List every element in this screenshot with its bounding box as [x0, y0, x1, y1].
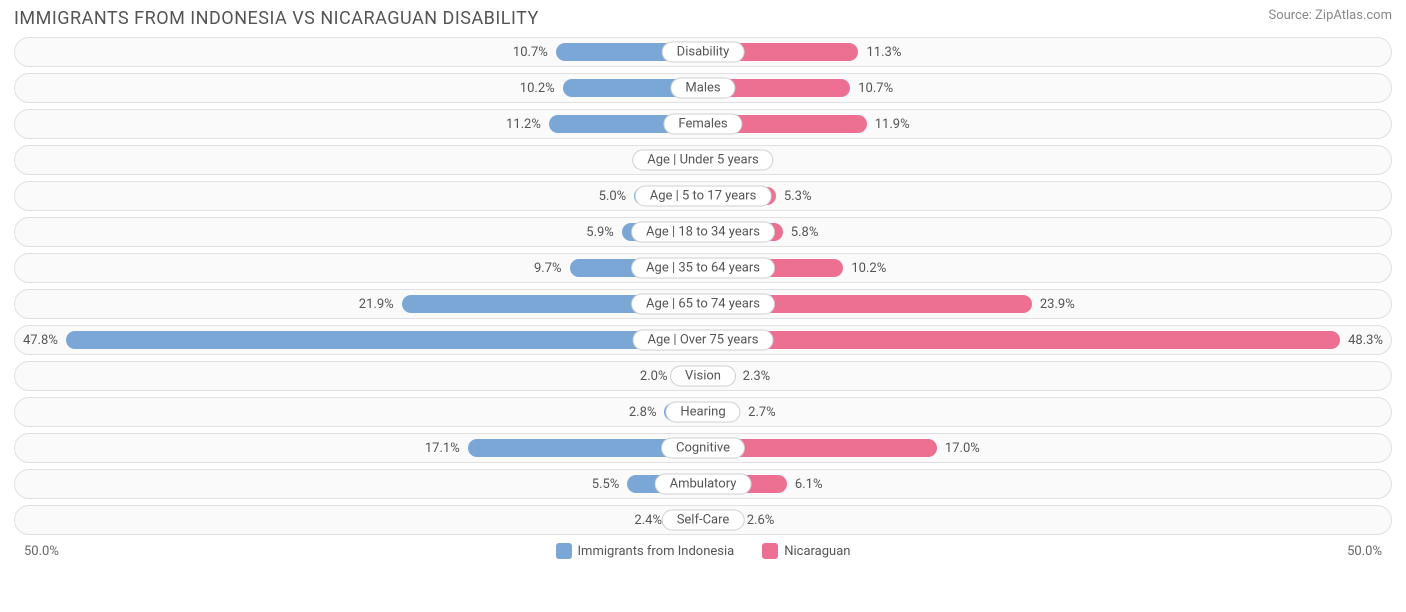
chart-row: 2.8% 2.7%Hearing [14, 397, 1392, 427]
bar-value-right: 10.7% [850, 81, 901, 96]
legend-item-right: Nicaraguan [762, 543, 850, 559]
category-pill: Disability [662, 42, 745, 63]
chart-row: 5.9% 5.8% Age | 18 to 34 years [14, 217, 1392, 247]
category-pill: Age | 65 to 74 years [631, 294, 775, 315]
legend-swatch-left [556, 543, 572, 559]
chart-row: 47.8% 48.3% Age | Over 75 years [14, 325, 1392, 355]
category-pill: Age | 35 to 64 years [631, 258, 775, 279]
bar-value-right: 11.3% [858, 45, 909, 60]
chart-row: 9.7% 10.2% Age | 35 to 64 years [14, 253, 1392, 283]
bar-value-right: 48.3% [1340, 333, 1391, 348]
bar-value-right: 2.7% [740, 405, 784, 420]
chart-title: IMMIGRANTS FROM INDONESIA VS NICARAGUAN … [14, 8, 539, 29]
category-pill: Ambulatory [655, 474, 752, 495]
bar-value-left: 21.9% [351, 297, 402, 312]
category-pill: Age | 5 to 17 years [635, 186, 772, 207]
bar-value-left: 2.0% [632, 369, 676, 384]
legend-label-right: Nicaraguan [784, 544, 850, 559]
axis-max-left: 50.0% [24, 544, 59, 559]
bar-value-right: 5.3% [776, 189, 820, 204]
category-pill: Males [670, 78, 735, 99]
chart-row: 10.2% 10.7% Males [14, 73, 1392, 103]
legend: Immigrants from Indonesia Nicaraguan [556, 543, 851, 559]
axis-max-right: 50.0% [1347, 544, 1382, 559]
chart-row: 10.7% 11.3% Disability [14, 37, 1392, 67]
legend-label-left: Immigrants from Indonesia [578, 544, 735, 559]
bar-value-right: 11.9% [867, 117, 918, 132]
category-pill: Vision [670, 366, 736, 387]
category-pill: Self-Care [662, 510, 745, 531]
bar-value-right: 2.3% [735, 369, 779, 384]
bar-value-left: 5.0% [591, 189, 635, 204]
chart-row: 5.5% 6.1% Ambulatory [14, 469, 1392, 499]
bar-value-right: 17.0% [937, 441, 988, 456]
chart-row: 21.9% 23.9% Age | 65 to 74 years [14, 289, 1392, 319]
source-attribution: Source: ZipAtlas.com [1268, 8, 1392, 23]
bar-right [703, 331, 1340, 349]
bar-left [66, 331, 703, 349]
chart-row: 17.1% 17.0% Cognitive [14, 433, 1392, 463]
bar-value-left: 47.8% [15, 333, 66, 348]
chart-row: 2.0% 2.3%Vision [14, 361, 1392, 391]
bar-value-right: 6.1% [787, 477, 831, 492]
bar-value-left: 9.7% [526, 261, 570, 276]
category-pill: Hearing [665, 402, 740, 423]
category-pill: Cognitive [661, 438, 745, 459]
legend-swatch-right [762, 543, 778, 559]
category-pill: Age | Over 75 years [633, 330, 774, 351]
chart-row: 2.4%2.6%Self-Care [14, 505, 1392, 535]
bar-value-left: 17.1% [417, 441, 468, 456]
category-pill: Females [663, 114, 742, 135]
chart-row: 11.2% 11.9% Females [14, 109, 1392, 139]
diverging-bar-chart: 10.7% 11.3% Disability 10.2% 10.7% Males 11.2%… [0, 33, 1406, 535]
bar-value-left: 10.7% [505, 45, 556, 60]
bar-value-right: 23.9% [1032, 297, 1083, 312]
bar-value-left: 10.2% [512, 81, 563, 96]
chart-row: 5.0% 5.3% Age | 5 to 17 years [14, 181, 1392, 211]
bar-value-right: 10.2% [843, 261, 894, 276]
bar-value-right: 5.8% [783, 225, 827, 240]
category-pill: Age | 18 to 34 years [631, 222, 775, 243]
bar-value-left: 11.2% [498, 117, 549, 132]
bar-value-left: 5.9% [578, 225, 622, 240]
bar-value-left: 2.8% [621, 405, 665, 420]
legend-item-left: Immigrants from Indonesia [556, 543, 735, 559]
category-pill: Age | Under 5 years [632, 150, 773, 171]
bar-value-left: 5.5% [584, 477, 628, 492]
bar-value-right: 2.6% [739, 513, 783, 528]
chart-row: 1.1%1.1%Age | Under 5 years [14, 145, 1392, 175]
